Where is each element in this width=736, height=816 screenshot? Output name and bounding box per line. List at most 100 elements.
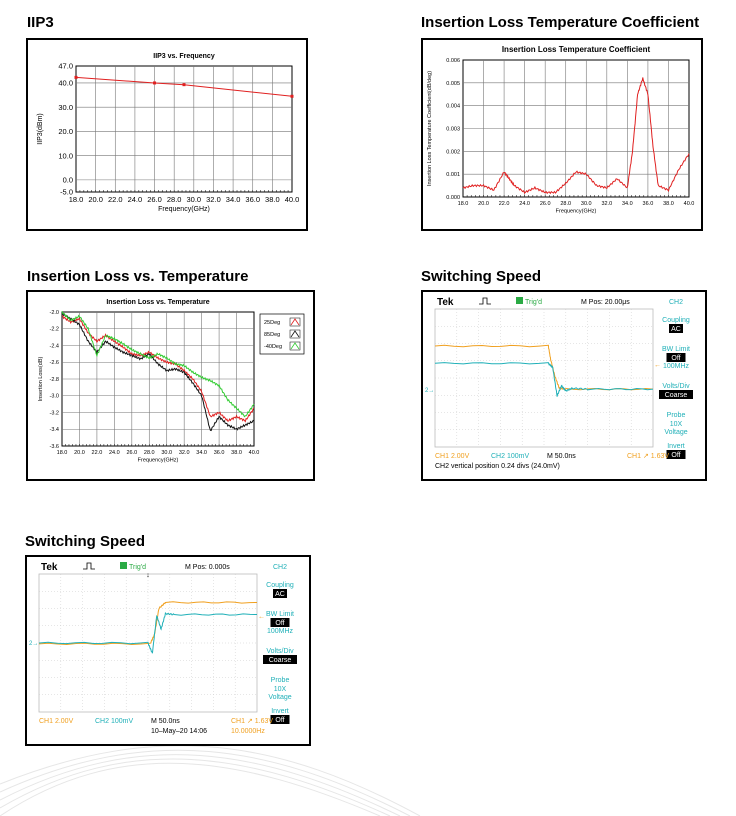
x-tick-label: 36.0 — [643, 201, 654, 207]
ch1-scale: CH1 2.00V — [39, 718, 74, 725]
y-axis-label: Insertion Loss Temperature Coefficient(d… — [427, 71, 433, 186]
series-line--40Deg — [61, 310, 255, 418]
acquire-run-icon — [479, 297, 491, 305]
data-point — [182, 83, 186, 87]
menu-label: BW Limit — [662, 346, 690, 353]
menu-sub: Voltage — [268, 694, 291, 701]
x-tick-label: 38.0 — [663, 201, 674, 207]
x-tick-label: 20.0 — [478, 201, 489, 207]
chart-title: Insertion Loss vs. Temperature — [106, 299, 209, 306]
ilt-chart-frame: Insertion Loss vs. Temperature 18.0 20.0 22… — [26, 290, 315, 481]
series-line-25Deg — [61, 315, 255, 423]
menu-sub: 100MHz — [267, 628, 294, 635]
x-axis-label: Frequency(GHz) — [158, 206, 210, 213]
date-time: 10–May–20 14:06 — [151, 728, 207, 735]
menu-label: Invert — [667, 443, 685, 450]
y-tick-label: -3.0 — [50, 394, 59, 400]
sw1-scope: Tek Trig'd M Pos: 20.00μs CH2 2→ ← Coupling AC B… — [423, 292, 705, 479]
menu-label: Coupling — [662, 317, 690, 324]
menu-label: Volts/Div — [662, 383, 690, 390]
x-tick-label: 28.0 — [167, 195, 182, 204]
sw1-heading: Switching Speed — [421, 268, 542, 285]
m-pos-readout: M Pos: 0.000s — [185, 564, 230, 571]
x-tick-label: 24.0 — [128, 195, 143, 204]
y-axis-label: Insertion Loss(dB) — [38, 357, 44, 402]
menu-value-box — [666, 353, 686, 362]
menu-value-box — [263, 655, 297, 664]
menu-value: Coarse — [269, 657, 292, 664]
x-tick-label: 32.0 — [179, 450, 190, 456]
m-pos-readout: M Pos: 20.00μs — [581, 299, 630, 306]
x-tick-label: 40.0 — [285, 195, 300, 204]
menu-value: AC — [275, 591, 285, 598]
x-tick-label: 34.0 — [196, 450, 207, 456]
menu-sub: 10X — [670, 421, 683, 428]
x-axis-label: Frequency(GHz) — [556, 209, 597, 215]
trigger-level-marker: ← — [258, 613, 265, 620]
sw2-scope-frame: Tek Trig'd M Pos: 0.000s CH2 2→ ← Coupling AC BW… — [25, 555, 311, 746]
background-decoration — [0, 745, 421, 816]
y-tick-label: 20.0 — [58, 127, 73, 136]
x-tick-label: 24.0 — [109, 450, 120, 456]
timebase: M 50.0ns — [151, 718, 180, 725]
y-tick-label: 0.000 — [446, 195, 460, 201]
x-tick-label: 18.0 — [458, 201, 469, 207]
y-tick-label: -2.4 — [50, 343, 59, 349]
tek-brand: Tek — [41, 562, 58, 573]
menu-sub: 100MHz — [663, 363, 690, 370]
menu-value-box — [659, 390, 693, 399]
menu-label: Invert — [271, 708, 289, 715]
x-tick-label: 36.0 — [214, 450, 225, 456]
chart-title: IIP3 vs. Frequency — [153, 53, 215, 60]
y-tick-label: -2.2 — [50, 327, 59, 333]
acquire-run-icon — [83, 562, 95, 570]
x-tick-label: 38.0 — [265, 195, 280, 204]
x-tick-label: 32.0 — [206, 195, 221, 204]
x-tick-label: 22.0 — [499, 201, 510, 207]
legend-label: 25Deg — [264, 320, 280, 326]
legend-line-85Deg — [290, 330, 300, 338]
ch2-ground-marker: 2→ — [29, 641, 38, 647]
y-tick-label: 0.004 — [446, 104, 460, 110]
x-tick-label: 22.0 — [92, 450, 103, 456]
x-tick-label: 26.0 — [126, 450, 137, 456]
trace-ch2 — [38, 611, 258, 654]
y-tick-label: -3.2 — [50, 410, 59, 416]
x-tick-label: 28.0 — [560, 201, 571, 207]
data-point — [290, 94, 294, 98]
ch2-scale: CH2 100mV — [95, 718, 133, 725]
sw2-heading: Switching Speed — [25, 533, 146, 550]
y-tick-label: 0.0 — [63, 176, 73, 185]
channel-readout: CH2 — [273, 564, 287, 571]
legend-line-25Deg — [290, 318, 300, 326]
y-tick-label: -2.8 — [50, 377, 59, 383]
y-tick-label: 40.0 — [58, 79, 73, 88]
trace-ch2 — [434, 362, 654, 397]
trig-status: Trig'd — [129, 564, 146, 571]
menu-value: Off — [671, 355, 680, 362]
x-tick-label: 20.0 — [88, 195, 103, 204]
ilt-chart: Insertion Loss vs. Temperature 18.0 20.0 22… — [38, 299, 305, 464]
menu-label: Coupling — [266, 582, 294, 589]
iltc-chart: Insertion Loss Temperature Coefficient 18… — [427, 45, 694, 215]
iip3-heading: IIP3 — [27, 14, 54, 31]
x-tick-label: 30.0 — [581, 201, 592, 207]
menu-label: Probe — [667, 412, 686, 419]
data-point — [153, 81, 157, 85]
menu-label: Volts/Div — [266, 648, 294, 655]
y-tick-label: -2.0 — [50, 310, 59, 316]
chart-title: Insertion Loss Temperature Coefficient — [502, 45, 651, 54]
y-axis-label: IIP3(dBm) — [37, 113, 44, 145]
status-message: CH2 vertical position 0.24 divs (24.0mV) — [435, 463, 560, 470]
y-tick-label: 0.003 — [446, 126, 460, 132]
channel-readout: CH2 — [669, 299, 683, 306]
legend-label: 85Deg — [264, 332, 280, 338]
y-tick-label: 0.006 — [446, 58, 460, 64]
menu-value: Off — [671, 452, 680, 459]
menu-value: Off — [275, 717, 284, 724]
menu-sub: 10X — [274, 686, 287, 693]
y-tick-label: -2.6 — [50, 360, 59, 366]
menu-value-box — [669, 324, 683, 333]
legend-swatch — [289, 341, 301, 351]
y-tick-label: 0.001 — [446, 172, 460, 178]
